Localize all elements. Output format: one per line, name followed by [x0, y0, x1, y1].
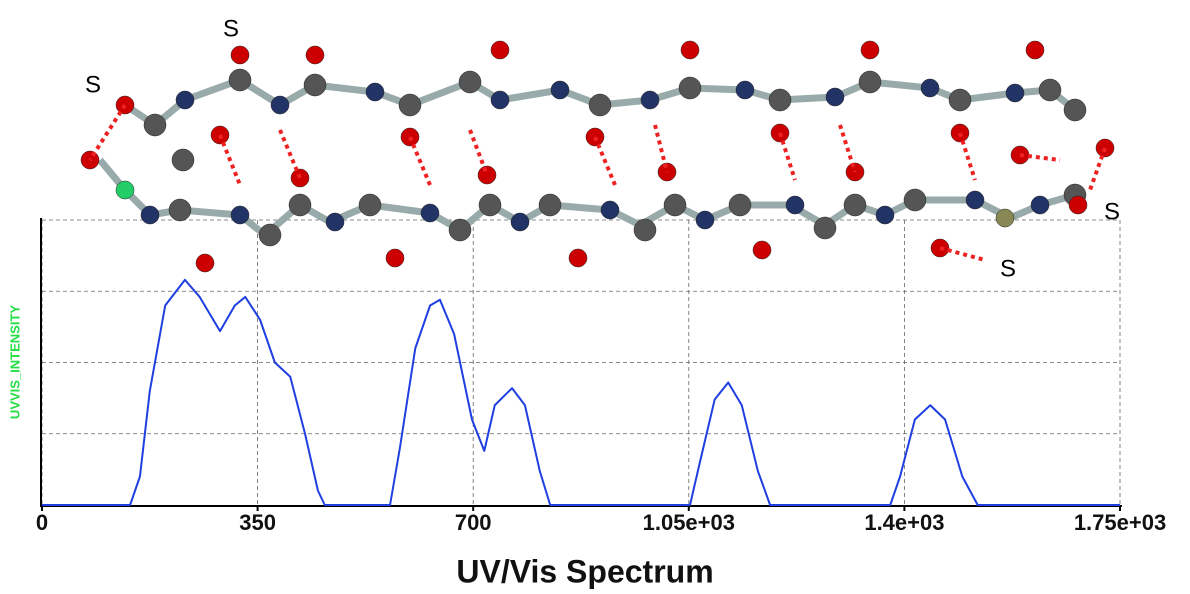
- atom: [826, 88, 844, 106]
- atom: [859, 71, 881, 93]
- hydrogen-bond: [220, 135, 240, 185]
- atom: [449, 219, 471, 241]
- x-tick-label: 700: [455, 510, 492, 535]
- atom: [172, 149, 194, 171]
- annotation: S: [85, 71, 101, 98]
- atom: [271, 96, 289, 114]
- atom: [729, 194, 751, 216]
- annotation: S: [1104, 198, 1120, 225]
- atom: [539, 194, 561, 216]
- atom: [1006, 84, 1024, 102]
- atom: [949, 89, 971, 111]
- atom: [306, 46, 324, 64]
- chart-title: UV/Vis Spectrum: [456, 553, 713, 589]
- annotation: S: [1000, 255, 1016, 282]
- atom: [116, 181, 134, 199]
- atom: [921, 79, 939, 97]
- chart: UVVIS_INTENSITY UV/Vis Spectrum S S S S …: [0, 0, 1190, 594]
- atom: [479, 194, 501, 216]
- atoms: [81, 41, 1114, 272]
- atom: [176, 91, 194, 109]
- atom: [359, 194, 381, 216]
- hydrogen-bond: [90, 105, 125, 160]
- atom: [634, 219, 656, 241]
- x-tick-label: 1.75e+03: [1074, 510, 1166, 535]
- atom: [904, 189, 926, 211]
- atom: [679, 77, 701, 99]
- atom: [769, 89, 791, 111]
- atom: [1026, 41, 1044, 59]
- atom: [876, 206, 894, 224]
- atom: [231, 206, 249, 224]
- atom: [641, 91, 659, 109]
- atom: [966, 191, 984, 209]
- atom: [231, 46, 249, 64]
- atom: [753, 241, 771, 259]
- atom: [141, 206, 159, 224]
- x-tick-label: 0: [36, 510, 48, 535]
- atom: [304, 74, 326, 96]
- hydrogen-bond: [470, 130, 487, 175]
- atom: [786, 196, 804, 214]
- atom: [259, 224, 281, 246]
- atom: [861, 41, 879, 59]
- atom: [511, 213, 529, 231]
- atom: [696, 211, 714, 229]
- annotation: S: [223, 15, 239, 42]
- atom: [366, 83, 384, 101]
- atom: [601, 201, 619, 219]
- atom: [144, 114, 166, 136]
- atom: [814, 217, 836, 239]
- atom: [844, 194, 866, 216]
- x-tick-label: 1.05e+03: [643, 510, 735, 535]
- atom: [664, 194, 686, 216]
- hydrogen-bond: [840, 125, 855, 172]
- atom: [569, 249, 587, 267]
- atom: [399, 94, 421, 116]
- atom: [1031, 196, 1049, 214]
- x-tick-label: 350: [239, 510, 276, 535]
- atom: [681, 41, 699, 59]
- atom: [169, 199, 191, 221]
- atom: [229, 69, 251, 91]
- atom: [1039, 79, 1061, 101]
- atom: [326, 213, 344, 231]
- atom: [289, 194, 311, 216]
- atom: [459, 71, 481, 93]
- atom: [996, 209, 1014, 227]
- atom: [196, 254, 214, 272]
- atom: [1064, 99, 1086, 121]
- atom: [736, 81, 754, 99]
- y-axis-label: UVVIS_INTENSITY: [7, 305, 22, 419]
- bond-chain: [100, 160, 1075, 235]
- atom: [491, 41, 509, 59]
- atom: [491, 91, 509, 109]
- atom: [589, 94, 611, 116]
- atom: [551, 81, 569, 99]
- x-tick-label: 1.4e+03: [864, 510, 944, 535]
- atom: [1069, 196, 1087, 214]
- atom: [421, 204, 439, 222]
- hydrogen-bond: [655, 125, 667, 172]
- atom: [386, 249, 404, 267]
- spectrum-line: [42, 280, 1120, 505]
